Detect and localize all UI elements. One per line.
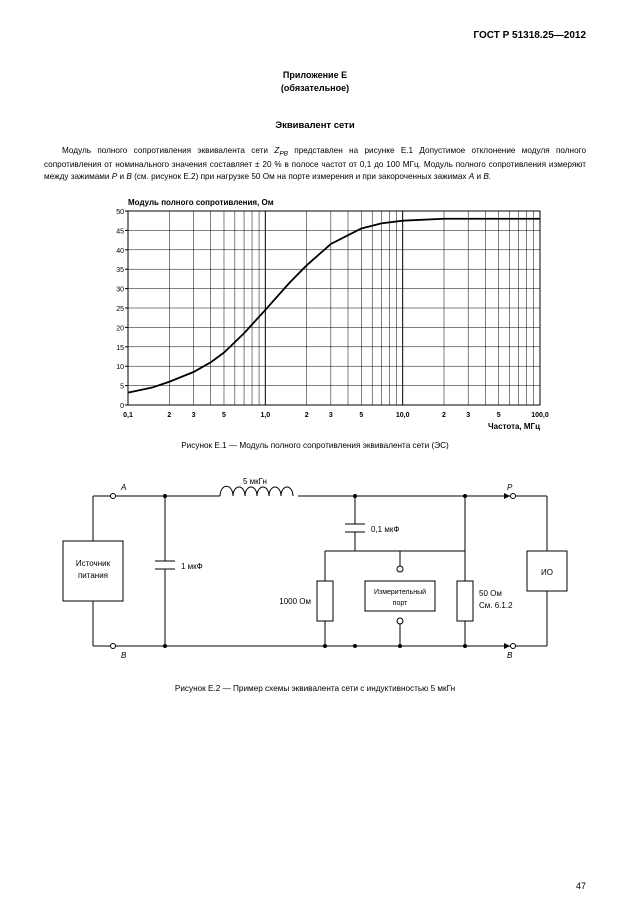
appendix-line2: (обязательное) — [281, 83, 349, 93]
svg-text:35: 35 — [116, 267, 124, 274]
svg-text:30: 30 — [116, 287, 124, 294]
svg-text:5: 5 — [359, 412, 363, 419]
svg-text:2: 2 — [167, 412, 171, 419]
svg-text:Измерительный: Измерительный — [374, 588, 426, 596]
svg-text:50 Ом: 50 Ом — [479, 589, 502, 598]
para-mid2: (см. рисунок Е.2) при нагрузке 50 Ом на … — [132, 172, 469, 181]
paragraph: Модуль полного сопротивления эквивалента… — [44, 145, 586, 183]
svg-text:10,0: 10,0 — [396, 412, 410, 419]
svg-text:25: 25 — [116, 306, 124, 313]
svg-text:10: 10 — [116, 364, 124, 371]
para-b2: B. — [483, 172, 491, 181]
svg-text:5 мкГн: 5 мкГн — [243, 477, 267, 486]
caption-fig-e1: Рисунок Е.1 — Модуль полного сопротивлен… — [44, 441, 586, 450]
svg-text:A: A — [120, 483, 126, 492]
section-title: Эквивалент сети — [44, 120, 586, 131]
svg-text:3: 3 — [329, 412, 333, 419]
svg-text:ИО: ИО — [541, 568, 553, 577]
svg-text:5: 5 — [222, 412, 226, 419]
svg-text:1000 Ом: 1000 Ом — [279, 597, 311, 606]
svg-text:45: 45 — [116, 228, 124, 235]
circuit-diagram: A B Источник питания 5 мкГн 1 мкФ 0,1 мкФ 1000 … — [55, 466, 575, 676]
svg-text:3: 3 — [192, 412, 196, 419]
svg-text:питания: питания — [78, 571, 108, 580]
svg-text:0,1: 0,1 — [123, 412, 133, 419]
appendix-heading: Приложение Е (обязательное) — [44, 69, 586, 94]
svg-text:B: B — [507, 651, 513, 660]
appendix-line1: Приложение Е — [283, 70, 347, 80]
page-number: 47 — [576, 881, 586, 891]
chart-container: 051015202530354045500,12351,023510,02351… — [44, 193, 586, 433]
impedance-chart: 051015202530354045500,12351,023510,02351… — [80, 193, 550, 433]
svg-text:20: 20 — [116, 325, 124, 332]
svg-text:P: P — [507, 483, 513, 492]
svg-text:0: 0 — [120, 403, 124, 410]
svg-text:50: 50 — [116, 209, 124, 216]
svg-text:0,1 мкФ: 0,1 мкФ — [371, 525, 399, 534]
svg-text:5: 5 — [497, 412, 501, 419]
doc-header: ГОСТ Р 51318.25—2012 — [44, 30, 586, 41]
svg-text:Модуль полного сопротивления,: Модуль полного сопротивления, Ом — [128, 198, 274, 207]
svg-text:3: 3 — [466, 412, 470, 419]
svg-text:См. 6.1.2: См. 6.1.2 — [479, 601, 513, 610]
svg-text:порт: порт — [393, 600, 408, 607]
svg-text:Частота, МГц: Частота, МГц — [488, 422, 540, 431]
zpb-sub: PB — [279, 151, 288, 158]
para-pre: Модуль полного сопротивления эквивалента… — [62, 146, 274, 155]
para-and2: и — [474, 172, 483, 181]
svg-text:2: 2 — [305, 412, 309, 419]
svg-text:5: 5 — [120, 384, 124, 391]
circuit-container: A B Источник питания 5 мкГн 1 мкФ 0,1 мкФ 1000 … — [44, 466, 586, 676]
svg-text:Источник: Источник — [76, 559, 111, 568]
svg-text:2: 2 — [442, 412, 446, 419]
para-and1: и — [117, 172, 126, 181]
svg-text:1,0: 1,0 — [260, 412, 270, 419]
svg-text:15: 15 — [116, 345, 124, 352]
svg-text:40: 40 — [116, 248, 124, 255]
svg-text:B: B — [121, 651, 127, 660]
svg-text:1 мкФ: 1 мкФ — [181, 562, 203, 571]
svg-text:100,0: 100,0 — [531, 412, 549, 419]
caption-fig-e2: Рисунок Е.2 — Пример схемы эквивалента с… — [44, 684, 586, 693]
